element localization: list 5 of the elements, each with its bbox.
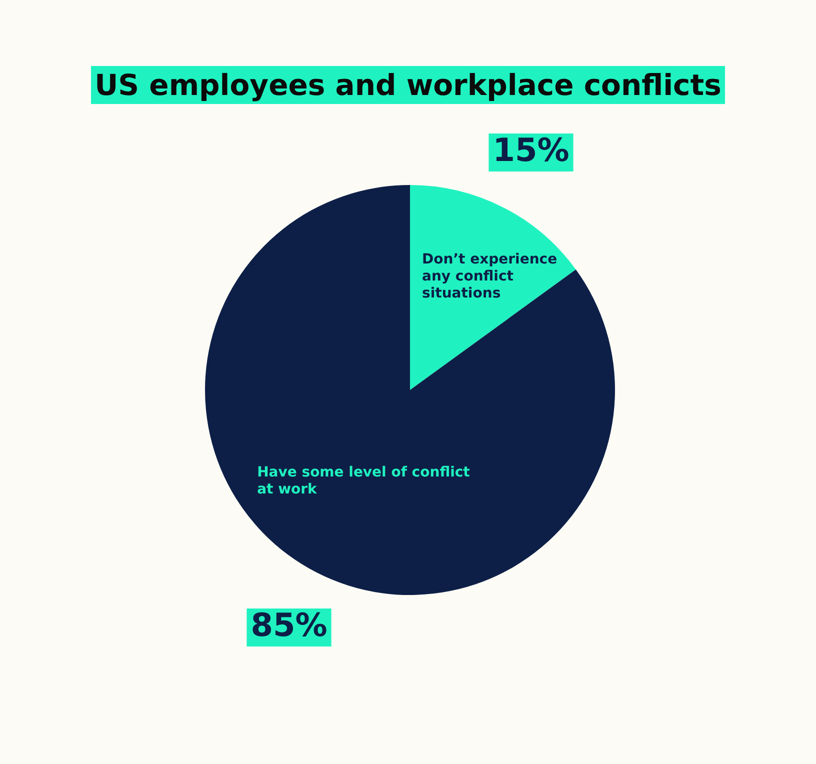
data-label: 85% — [250, 606, 328, 644]
slice-label: Have some level of conflict at work — [257, 464, 470, 498]
data-label: 15% — [492, 130, 570, 169]
slice-label: Don’t experience any conflict situations — [422, 251, 558, 302]
chart-title: US employees and workplace conflicts — [90, 66, 726, 104]
